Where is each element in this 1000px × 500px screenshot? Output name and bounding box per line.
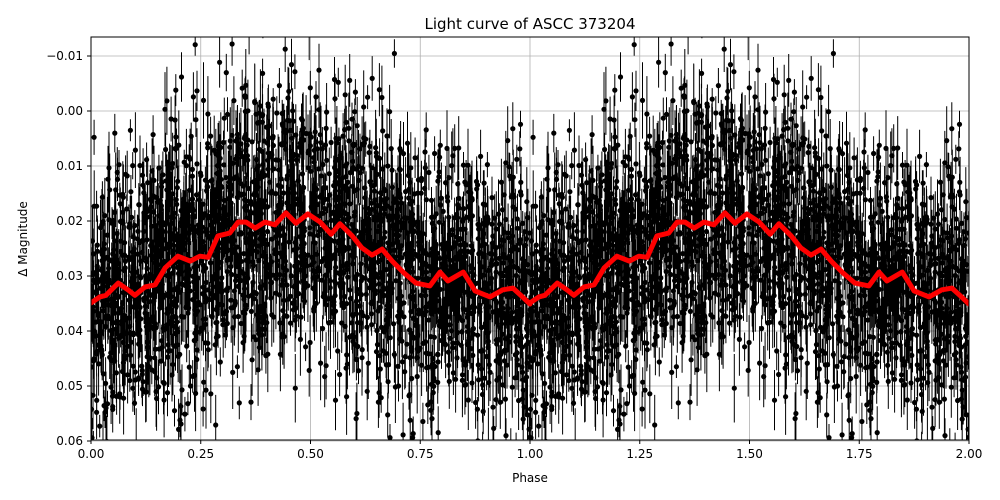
y-axis-ticks: −0.01 0.00 0.01 0.02 0.03 0.04 0.05 0.06 [46, 49, 91, 448]
x-tick-label: 1.00 [517, 447, 544, 461]
x-tick-label: 0.50 [297, 447, 324, 461]
y-tick-label: 0.02 [56, 214, 83, 228]
x-tick-label: 1.75 [846, 447, 873, 461]
y-tick-label: 0.01 [56, 159, 83, 173]
y-tick-label: −0.01 [46, 49, 83, 63]
x-axis-label: Phase [512, 471, 548, 485]
y-tick-label: 0.05 [56, 379, 83, 393]
x-tick-label: 1.50 [736, 447, 763, 461]
chart-title: Light curve of ASCC 373204 [425, 15, 636, 33]
x-tick-label: 1.25 [626, 447, 653, 461]
y-tick-label: 0.06 [56, 434, 83, 448]
y-tick-label: 0.00 [56, 104, 83, 118]
y-tick-label: 0.03 [56, 269, 83, 283]
x-axis-ticks: 0.00 0.25 0.50 0.75 1.00 1.25 1.50 1.75 2.00 [78, 440, 983, 461]
y-axis-label: Δ Magnitude [16, 201, 30, 277]
binned-model-curve [91, 210, 969, 307]
x-tick-label: 0.75 [407, 447, 434, 461]
x-tick-label: 0.25 [187, 447, 214, 461]
x-tick-label: 0.00 [78, 447, 105, 461]
x-tick-label: 2.00 [956, 447, 983, 461]
y-tick-label: 0.04 [56, 324, 83, 338]
